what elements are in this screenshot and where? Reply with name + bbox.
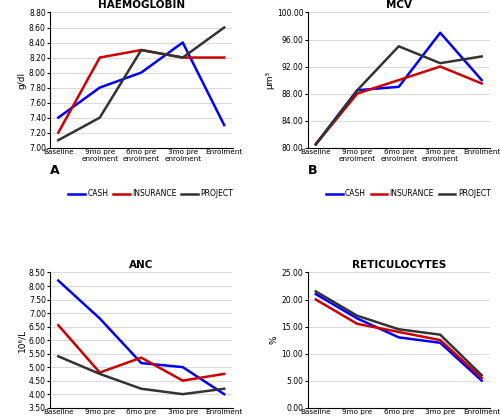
Legend: CASH, INSURANCE, PROJECT: CASH, INSURANCE, PROJECT [68,189,233,198]
Title: MCV: MCV [386,0,412,10]
Title: ANC: ANC [129,260,154,270]
Text: A: A [50,164,59,177]
Text: B: B [308,164,317,177]
Title: RETICULOCYTES: RETICULOCYTES [352,260,446,270]
Y-axis label: g/dl: g/dl [17,72,26,89]
Legend: CASH, INSURANCE, PROJECT: CASH, INSURANCE, PROJECT [326,189,490,198]
Title: HAEMOGLOBIN: HAEMOGLOBIN [98,0,185,10]
Y-axis label: 10⁶/L: 10⁶/L [17,329,26,352]
Y-axis label: %: % [270,336,279,344]
Y-axis label: μm³: μm³ [265,71,274,89]
